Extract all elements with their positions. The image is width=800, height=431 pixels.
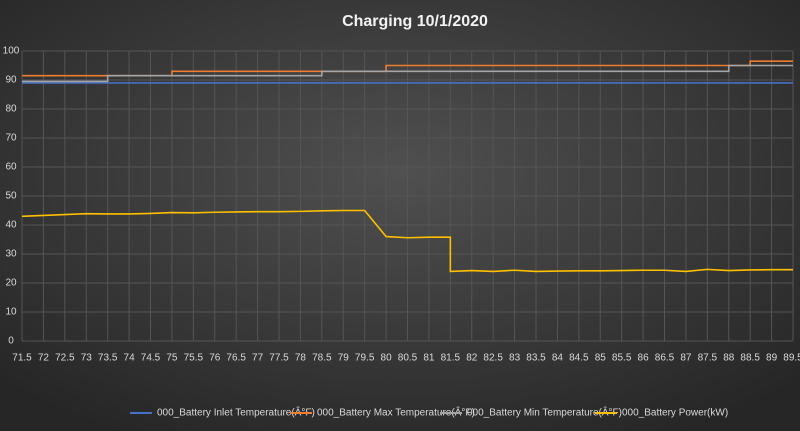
x-tick-label: 83.5 xyxy=(526,353,546,364)
x-tick-label: 80.5 xyxy=(398,353,418,364)
x-tick-label: 85.5 xyxy=(612,353,632,364)
x-tick-label: 79 xyxy=(338,353,350,364)
x-tick-label: 72.5 xyxy=(55,353,75,364)
legend-label: 000_Battery Inlet Temperature(Â°F) xyxy=(157,406,315,419)
x-tick-label: 89 xyxy=(766,353,778,364)
x-tick-label: 76.5 xyxy=(226,353,246,364)
x-tick-label: 76 xyxy=(209,353,221,364)
x-tick-label: 71.5 xyxy=(12,353,32,364)
legend-label: 000_Battery Power(kW) xyxy=(622,408,728,419)
x-tick-label: 73.5 xyxy=(98,353,118,364)
y-tick-label: 100 xyxy=(3,46,20,57)
x-tick-label: 89.5 xyxy=(783,353,800,364)
x-tick-label: 82.5 xyxy=(483,353,503,364)
x-tick-label: 72 xyxy=(38,353,50,364)
y-tick-label: 40 xyxy=(5,220,17,231)
x-tick-label: 83 xyxy=(509,353,521,364)
series-line xyxy=(22,64,793,83)
x-tick-label: 86 xyxy=(638,353,650,364)
y-tick-label: 20 xyxy=(5,278,17,289)
x-tick-label: 81 xyxy=(423,353,435,364)
y-tick-label: 80 xyxy=(5,104,17,115)
series-line xyxy=(21,209,793,273)
x-tick-label: 79.5 xyxy=(355,353,375,364)
y-tick-label: 90 xyxy=(5,75,17,86)
y-tick-label: 50 xyxy=(5,191,17,202)
x-tick-label: 75.5 xyxy=(184,353,204,364)
x-tick-label: 84.5 xyxy=(569,353,589,364)
x-tick-label: 75 xyxy=(166,353,178,364)
y-tick-label: 10 xyxy=(5,307,17,318)
x-tick-label: 81.5 xyxy=(441,353,461,364)
legend-label: 000_Battery Min Temperature(Â°F) xyxy=(467,406,622,419)
x-tick-label: 88.5 xyxy=(740,353,760,364)
x-tick-label: 78.5 xyxy=(312,353,332,364)
x-tick-label: 88 xyxy=(723,353,735,364)
x-tick-label: 84 xyxy=(552,353,564,364)
x-tick-label: 73 xyxy=(81,353,93,364)
x-tick-label: 85 xyxy=(595,353,607,364)
x-tick-label: 86.5 xyxy=(655,353,675,364)
x-tick-label: 80 xyxy=(381,353,393,364)
x-tick-label: 74.5 xyxy=(141,353,161,364)
x-tick-label: 82 xyxy=(466,353,478,364)
legend-label: 000_Battery Max Temperature(Â°F) xyxy=(317,406,475,419)
y-tick-label: 30 xyxy=(5,249,17,260)
chart-title: Charging 10/1/2020 xyxy=(342,13,488,30)
y-tick-label: 60 xyxy=(5,162,17,173)
y-tick-label: 70 xyxy=(5,133,17,144)
y-tick-label: 0 xyxy=(8,336,14,347)
x-tick-label: 78 xyxy=(295,353,307,364)
x-tick-label: 87.5 xyxy=(698,353,718,364)
x-tick-label: 74 xyxy=(124,353,136,364)
x-tick-label: 77.5 xyxy=(269,353,289,364)
x-tick-label: 77 xyxy=(252,353,264,364)
x-tick-label: 87 xyxy=(680,353,692,364)
